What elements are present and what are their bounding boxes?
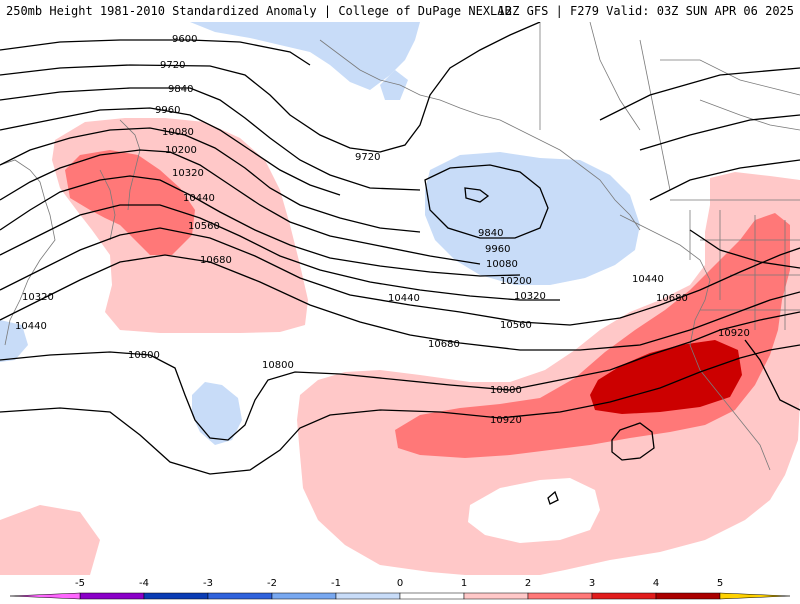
colorbar-tick-label: -2 (267, 578, 277, 589)
contour-label-10920: 10920 (718, 328, 750, 339)
contour-label-10680: 10680 (200, 255, 232, 266)
contour-label-10800: 10800 (128, 350, 160, 361)
contour-label-10440: 10440 (388, 293, 420, 304)
colorbar-bins (9, 592, 791, 600)
colorbar-bin (655, 592, 721, 600)
colorbar-tick-label: 0 (397, 578, 403, 589)
model-valid-time: 12Z GFS | F279 Valid: 03Z SUN APR 06 202… (497, 4, 794, 18)
colorbar-bin (271, 592, 337, 600)
contour-label-9960: 9960 (485, 244, 510, 255)
colorbar-tick-label: 3 (589, 578, 595, 589)
contour-label-10080: 10080 (162, 127, 194, 138)
height-contours (0, 22, 800, 505)
colorbar-arrow-high (719, 592, 791, 600)
contour-label-9720: 9720 (355, 152, 380, 163)
colorbar-tick-label: 2 (525, 578, 531, 589)
contour-label-10920: 10920 (490, 415, 522, 426)
contour-label-10560: 10560 (188, 221, 220, 232)
contour-labels: 9600 9720 9720 9840 9840 9960 9960 10080… (15, 34, 750, 426)
colorbar-bin (207, 592, 273, 600)
anomaly-map: 9600 9720 9720 9840 9840 9960 9960 10080… (0, 22, 800, 575)
colorbar-tick-label: -1 (331, 578, 341, 589)
colorbar-bin (591, 592, 657, 600)
contour-label-10080: 10080 (486, 259, 518, 270)
contour-label-9840: 9840 (168, 84, 193, 95)
contour-label-10800: 10800 (490, 385, 522, 396)
map-title: 250mb Height 1981-2010 Standardized Anom… (6, 4, 512, 18)
contour-label-10680: 10680 (428, 339, 460, 350)
colorbar-tick-label: -4 (139, 578, 149, 589)
colorbar: -5 -4 -3 -2 -1 0 1 2 3 4 5 (0, 575, 800, 600)
contour-label-10320: 10320 (514, 291, 546, 302)
contour-label-10320: 10320 (172, 168, 204, 179)
colorbar-tick-label: -3 (203, 578, 213, 589)
colorbar-bin (79, 592, 145, 600)
contour-label-10440: 10440 (15, 321, 47, 332)
colorbar-bin (527, 592, 593, 600)
contour-label-10560: 10560 (500, 320, 532, 331)
contour-label-10800: 10800 (262, 360, 294, 371)
contour-label-9600: 9600 (172, 34, 197, 45)
negative-anomaly-fill (0, 22, 640, 445)
colorbar-tick-label: 5 (717, 578, 723, 589)
colorbar-bin (399, 592, 465, 600)
contour-label-9960: 9960 (155, 105, 180, 116)
neutral-gap (468, 478, 600, 543)
colorbar-svg: -5 -4 -3 -2 -1 0 1 2 3 4 5 (9, 578, 791, 600)
colorbar-arrow-low (9, 592, 81, 600)
contour-label-10320: 10320 (22, 292, 54, 303)
positive-anomaly-fill-3 (590, 340, 742, 414)
colorbar-ticks: -5 -4 -3 -2 -1 0 1 2 3 4 5 (75, 578, 723, 589)
header: 250mb Height 1981-2010 Standardized Anom… (0, 0, 800, 22)
colorbar-bin (463, 592, 529, 600)
contour-label-10200: 10200 (165, 145, 197, 156)
contour-label-9720: 9720 (160, 60, 185, 71)
colorbar-bin (335, 592, 401, 600)
colorbar-tick-label: 1 (461, 578, 467, 589)
colorbar-tick-label: -5 (75, 578, 85, 589)
map-panel[interactable]: 9600 9720 9720 9840 9840 9960 9960 10080… (0, 22, 800, 575)
colorbar-bin (143, 592, 209, 600)
contour-label-10440: 10440 (632, 274, 664, 285)
contour-label-10680: 10680 (656, 293, 688, 304)
contour-label-9840: 9840 (478, 228, 503, 239)
contour-label-10440: 10440 (183, 193, 215, 204)
colorbar-tick-label: 4 (653, 578, 659, 589)
contour-label-10200: 10200 (500, 276, 532, 287)
